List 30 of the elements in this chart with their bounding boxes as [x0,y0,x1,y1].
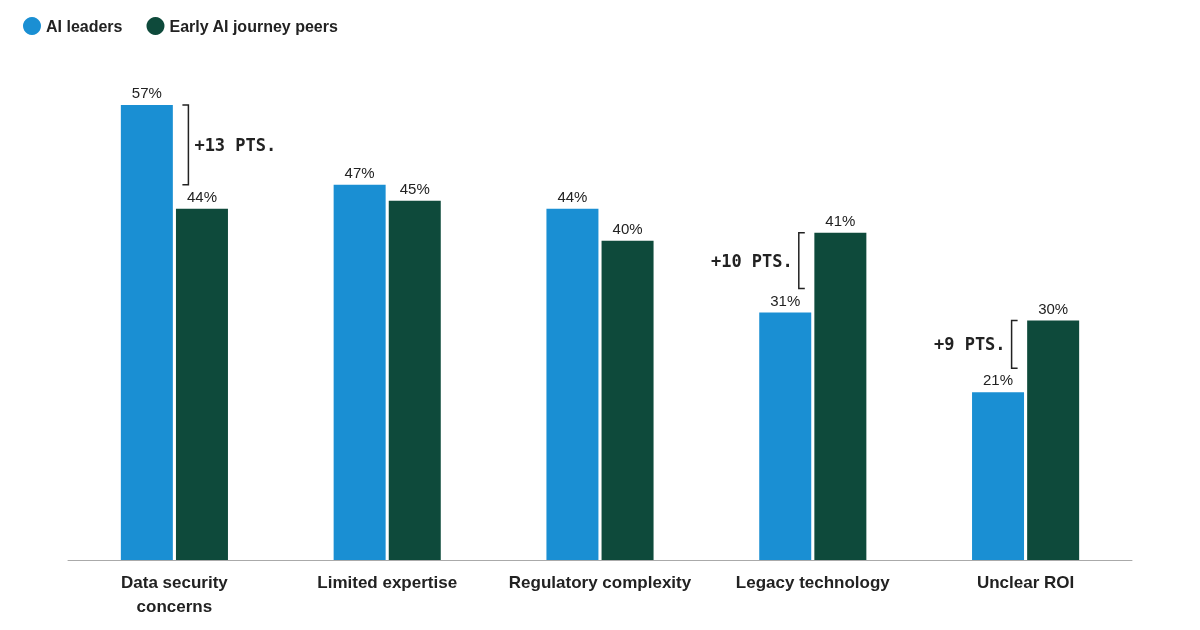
bar [333,184,386,560]
x-tick-label: Unclear ROI [976,572,1075,592]
x-tick-label: Limited expertise [317,572,458,592]
bar [388,200,441,560]
bar [972,392,1025,560]
annotation: +9 PTS. [933,334,1006,355]
bar [601,240,654,560]
data-label: 45% [399,179,430,197]
bar [120,104,173,560]
data-label: 44% [186,187,217,205]
data-label: 21% [983,371,1014,389]
x-tick-label: Legacy technology [735,572,891,592]
annotation: +13 PTS. [194,134,277,155]
data-label: 57% [131,83,162,101]
data-label: 41% [825,211,856,229]
data-label: 30% [1038,299,1069,317]
x-tick-label: Regulatory complexity [508,572,692,592]
bar [1027,320,1080,560]
data-label: 40% [612,219,643,237]
legend-label: Early AI journey peers [169,17,338,35]
data-label: 44% [557,187,588,205]
bar [546,208,599,560]
legend-label: AI leaders [46,17,123,35]
bar [814,232,867,560]
bar [175,208,228,560]
annotation: +10 PTS. [710,250,793,271]
data-label: 31% [770,291,801,309]
x-tick-label: Data security concerns [121,572,229,616]
bar [759,312,812,560]
data-label: 47% [344,163,375,181]
